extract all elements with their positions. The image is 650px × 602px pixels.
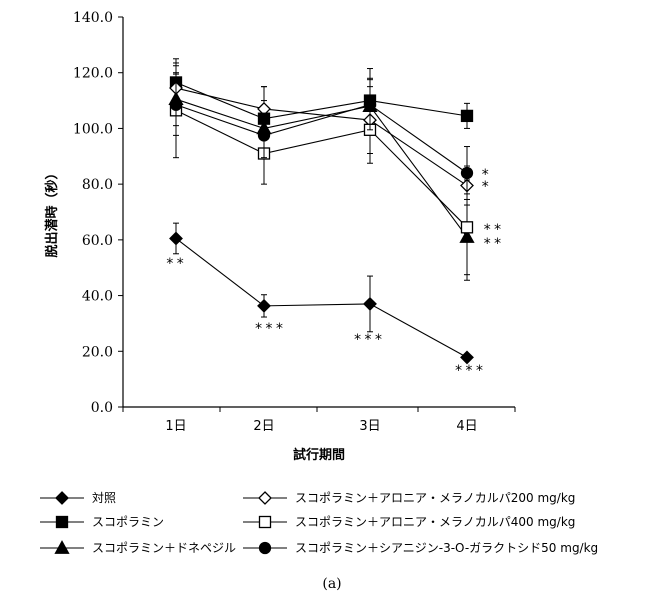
legend-label: 対照	[92, 491, 116, 505]
significance-mark: ***	[254, 321, 285, 337]
series-1	[169, 222, 474, 365]
data-point	[169, 98, 183, 111]
y-tick-label: 100.0	[73, 121, 113, 137]
series-line	[175, 81, 468, 120]
data-point	[460, 109, 474, 123]
figure-caption: (a)	[322, 576, 341, 592]
data-point	[363, 98, 377, 111]
legend-label: スコポラミン＋アロニア・メラノカルパ400 mg/kg	[295, 515, 575, 529]
legend-label: スコポラミン＋シアニジン-3-O-ガラクトシド50 mg/kg	[295, 541, 598, 555]
data-point	[257, 129, 271, 142]
significance-mark: *	[481, 179, 491, 195]
series-layer	[168, 58, 475, 365]
series-5	[169, 62, 474, 276]
legend-marker	[258, 541, 272, 555]
x-ticks: 1日 2日 3日 4日	[122, 407, 516, 434]
legend-label: スコポラミン＋アロニア・メラノカルパ200 mg/kg	[295, 491, 575, 505]
series-line	[175, 238, 468, 358]
y-axis-label: 脱出潜時（秒）	[44, 166, 60, 257]
series-line	[175, 104, 468, 174]
axes	[122, 17, 515, 408]
legend-marker	[55, 515, 69, 529]
x-tick-label: 3日	[359, 419, 380, 434]
significance-mark: **	[483, 222, 504, 238]
y-ticks: 0.0 20.0 40.0 60.0 80.0 100.0 120.0 140.0	[73, 10, 123, 416]
legend-item: 対照	[40, 491, 116, 505]
series-2	[169, 58, 474, 152]
y-tick-label: 120.0	[73, 66, 113, 82]
significance-mark: **	[483, 236, 504, 252]
legend-label: スコポラミン	[92, 515, 164, 529]
data-point	[169, 231, 183, 246]
legend-marker	[258, 491, 272, 505]
series-3	[168, 72, 475, 281]
significance-mark: **	[166, 256, 187, 272]
legend-item: スコポラミン＋ドネペジル	[40, 540, 236, 555]
legend-marker	[258, 515, 272, 529]
data-point	[460, 221, 474, 234]
legend-item: スコポラミン＋アロニア・メラノカルパ200 mg/kg	[243, 491, 575, 505]
y-tick-label: 80.0	[82, 177, 113, 193]
y-tick-label: 0.0	[91, 400, 113, 416]
x-tick-label: 4日	[456, 419, 477, 434]
series-6	[169, 73, 474, 200]
series-line	[175, 109, 468, 228]
legend-label: スコポラミン＋ドネペジル	[92, 541, 236, 555]
legend-item: スコポラミン＋アロニア・メラノカルパ400 mg/kg	[243, 515, 575, 529]
y-tick-label: 20.0	[82, 344, 113, 360]
y-tick-label: 40.0	[82, 289, 113, 305]
significance-mark: *	[481, 167, 491, 183]
y-tick-label: 140.0	[73, 10, 113, 26]
legend-item: スコポラミン	[40, 515, 164, 529]
data-point	[363, 297, 377, 311]
series-line	[175, 87, 468, 186]
legend-marker	[54, 540, 70, 554]
significance-marks: *****************	[166, 167, 504, 379]
series-line	[175, 98, 468, 238]
data-point	[257, 298, 271, 313]
data-point	[460, 350, 474, 365]
data-point	[460, 166, 474, 180]
significance-mark: ***	[353, 332, 384, 348]
x-axis-label: 試行期間	[293, 447, 345, 463]
legend-marker	[55, 491, 69, 505]
x-tick-label: 1日	[165, 419, 186, 434]
legend-item: スコポラミン＋シアニジン-3-O-ガラクトシド50 mg/kg	[243, 541, 598, 555]
y-tick-label: 60.0	[82, 233, 113, 249]
significance-mark: ***	[454, 363, 485, 379]
x-tick-label: 2日	[253, 419, 274, 434]
